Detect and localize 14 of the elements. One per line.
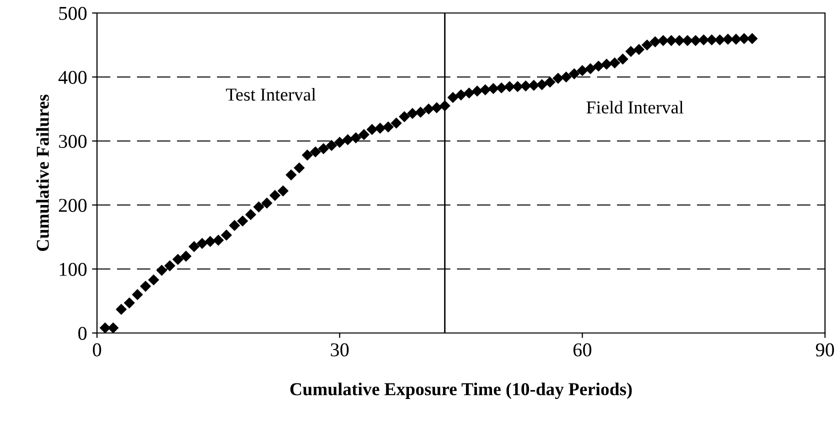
x-tick-label: 60 bbox=[573, 343, 592, 356]
x-tick-label: 30 bbox=[330, 343, 349, 356]
x-tick-label: 0 bbox=[92, 343, 102, 356]
y-tick-label: 400 bbox=[58, 70, 87, 84]
y-tick-label: 200 bbox=[58, 198, 87, 212]
y-tick-label: 100 bbox=[60, 262, 87, 276]
x-axis-title: Cumulative Exposure Time (10-day Periods) bbox=[290, 382, 632, 400]
annotation: Field Interval bbox=[586, 100, 684, 114]
x-tick-label: 90 bbox=[816, 343, 834, 356]
y-tick-label: 300 bbox=[59, 134, 87, 148]
y-axis-title: Cumulative Failures bbox=[36, 94, 49, 251]
y-tick-label: 500 bbox=[59, 6, 87, 20]
y-tick-label: 0 bbox=[78, 326, 87, 340]
annotation: Test Interval bbox=[226, 88, 316, 101]
